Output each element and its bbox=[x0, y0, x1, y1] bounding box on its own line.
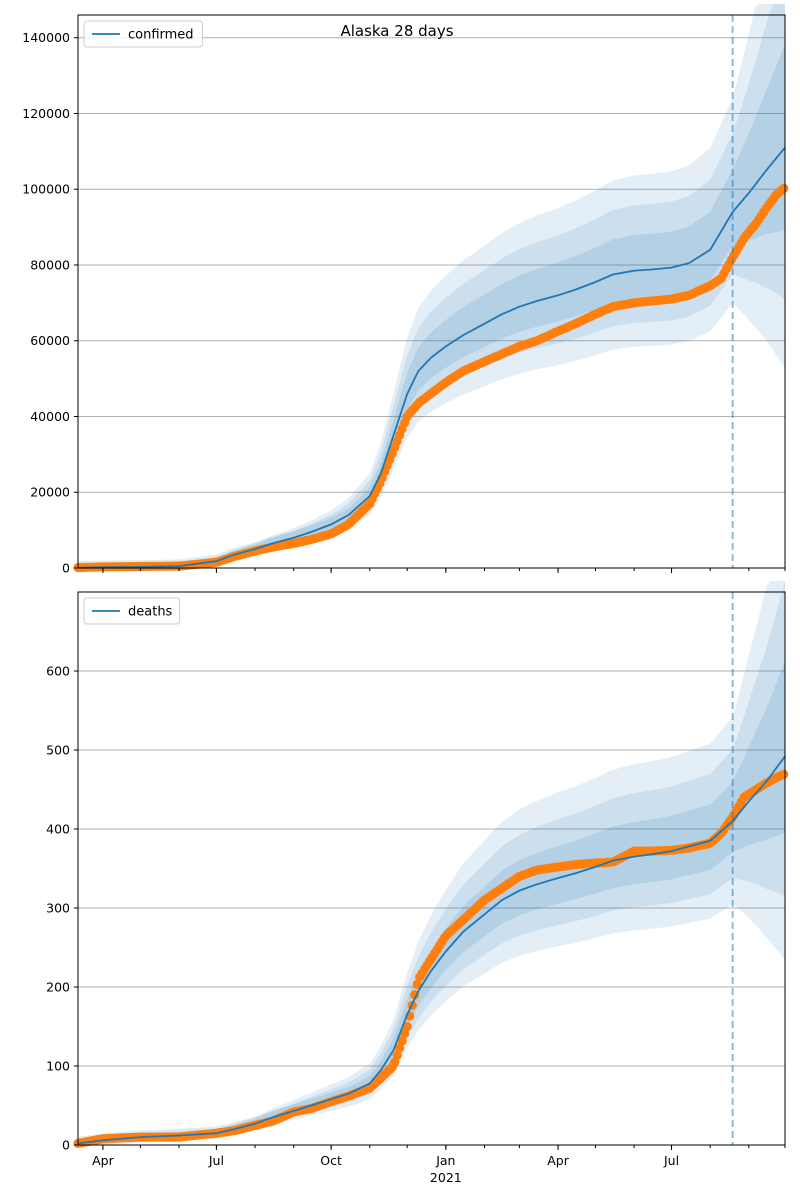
y-tick-label: 100 bbox=[46, 1059, 70, 1074]
legend: confirmed bbox=[83, 20, 203, 48]
deaths-panel: 0 100 200 300 400 500 600 deaths Apr Jul Oct Jan 202… bbox=[46, 580, 789, 1185]
confirmed-panel: 0 20000 40000 60000 80000 100000 120000 140000 c… bbox=[22, 3, 789, 576]
x-tick-label: Jul bbox=[208, 1153, 224, 1168]
observed-point bbox=[400, 1029, 410, 1039]
y-tick-label: 600 bbox=[46, 664, 70, 679]
model-line bbox=[77, 147, 786, 569]
observed-point bbox=[392, 1050, 402, 1060]
observed-point bbox=[779, 183, 789, 193]
y-tick-label: 400 bbox=[46, 822, 70, 837]
axes-frame bbox=[77, 591, 786, 1146]
y-tick-label: 300 bbox=[46, 901, 70, 916]
legend-box bbox=[83, 20, 203, 48]
observed-point bbox=[390, 1057, 400, 1067]
x-tick-label: Oct bbox=[320, 1153, 342, 1168]
observed-point bbox=[412, 979, 422, 990]
y-tick-label: 0 bbox=[62, 561, 70, 576]
y-tick-label: 200 bbox=[46, 980, 70, 995]
uncertainty-band bbox=[78, 580, 785, 1145]
chart-title: Alaska 28 days bbox=[340, 22, 453, 40]
x-tick-label: Jan bbox=[435, 1153, 455, 1168]
uncertainty-band bbox=[78, 3, 785, 568]
observed-point bbox=[402, 1021, 412, 1032]
y-tick-label: 60000 bbox=[30, 333, 70, 348]
legend-label: deaths bbox=[128, 605, 173, 620]
uncertainty-band bbox=[78, 581, 785, 1145]
x-tick-label: Jul bbox=[663, 1153, 679, 1168]
y-tick-label: 20000 bbox=[30, 485, 70, 500]
observed-point bbox=[397, 1036, 407, 1046]
x-tick-year-label: 2021 bbox=[430, 1170, 462, 1185]
y-tick-label: 0 bbox=[62, 1138, 70, 1153]
y-tick-label: 80000 bbox=[30, 257, 70, 272]
y-tick-label: 500 bbox=[46, 743, 70, 758]
y-tick-label: 120000 bbox=[22, 106, 70, 121]
observed-point bbox=[395, 1043, 405, 1053]
legend-label: confirmed bbox=[128, 28, 194, 43]
y-tick-label: 40000 bbox=[30, 409, 70, 424]
model-line bbox=[77, 755, 786, 1145]
x-tick-label: Apr bbox=[547, 1153, 569, 1168]
uncertainty-band bbox=[78, 3, 785, 568]
y-tick-label: 140000 bbox=[22, 30, 70, 45]
observed-point bbox=[779, 769, 789, 779]
legend-box bbox=[83, 597, 181, 625]
legend: deaths bbox=[83, 597, 181, 625]
x-tick-label: Apr bbox=[92, 1153, 114, 1168]
y-tick-label: 100000 bbox=[22, 182, 70, 197]
axes-frame bbox=[77, 14, 786, 569]
